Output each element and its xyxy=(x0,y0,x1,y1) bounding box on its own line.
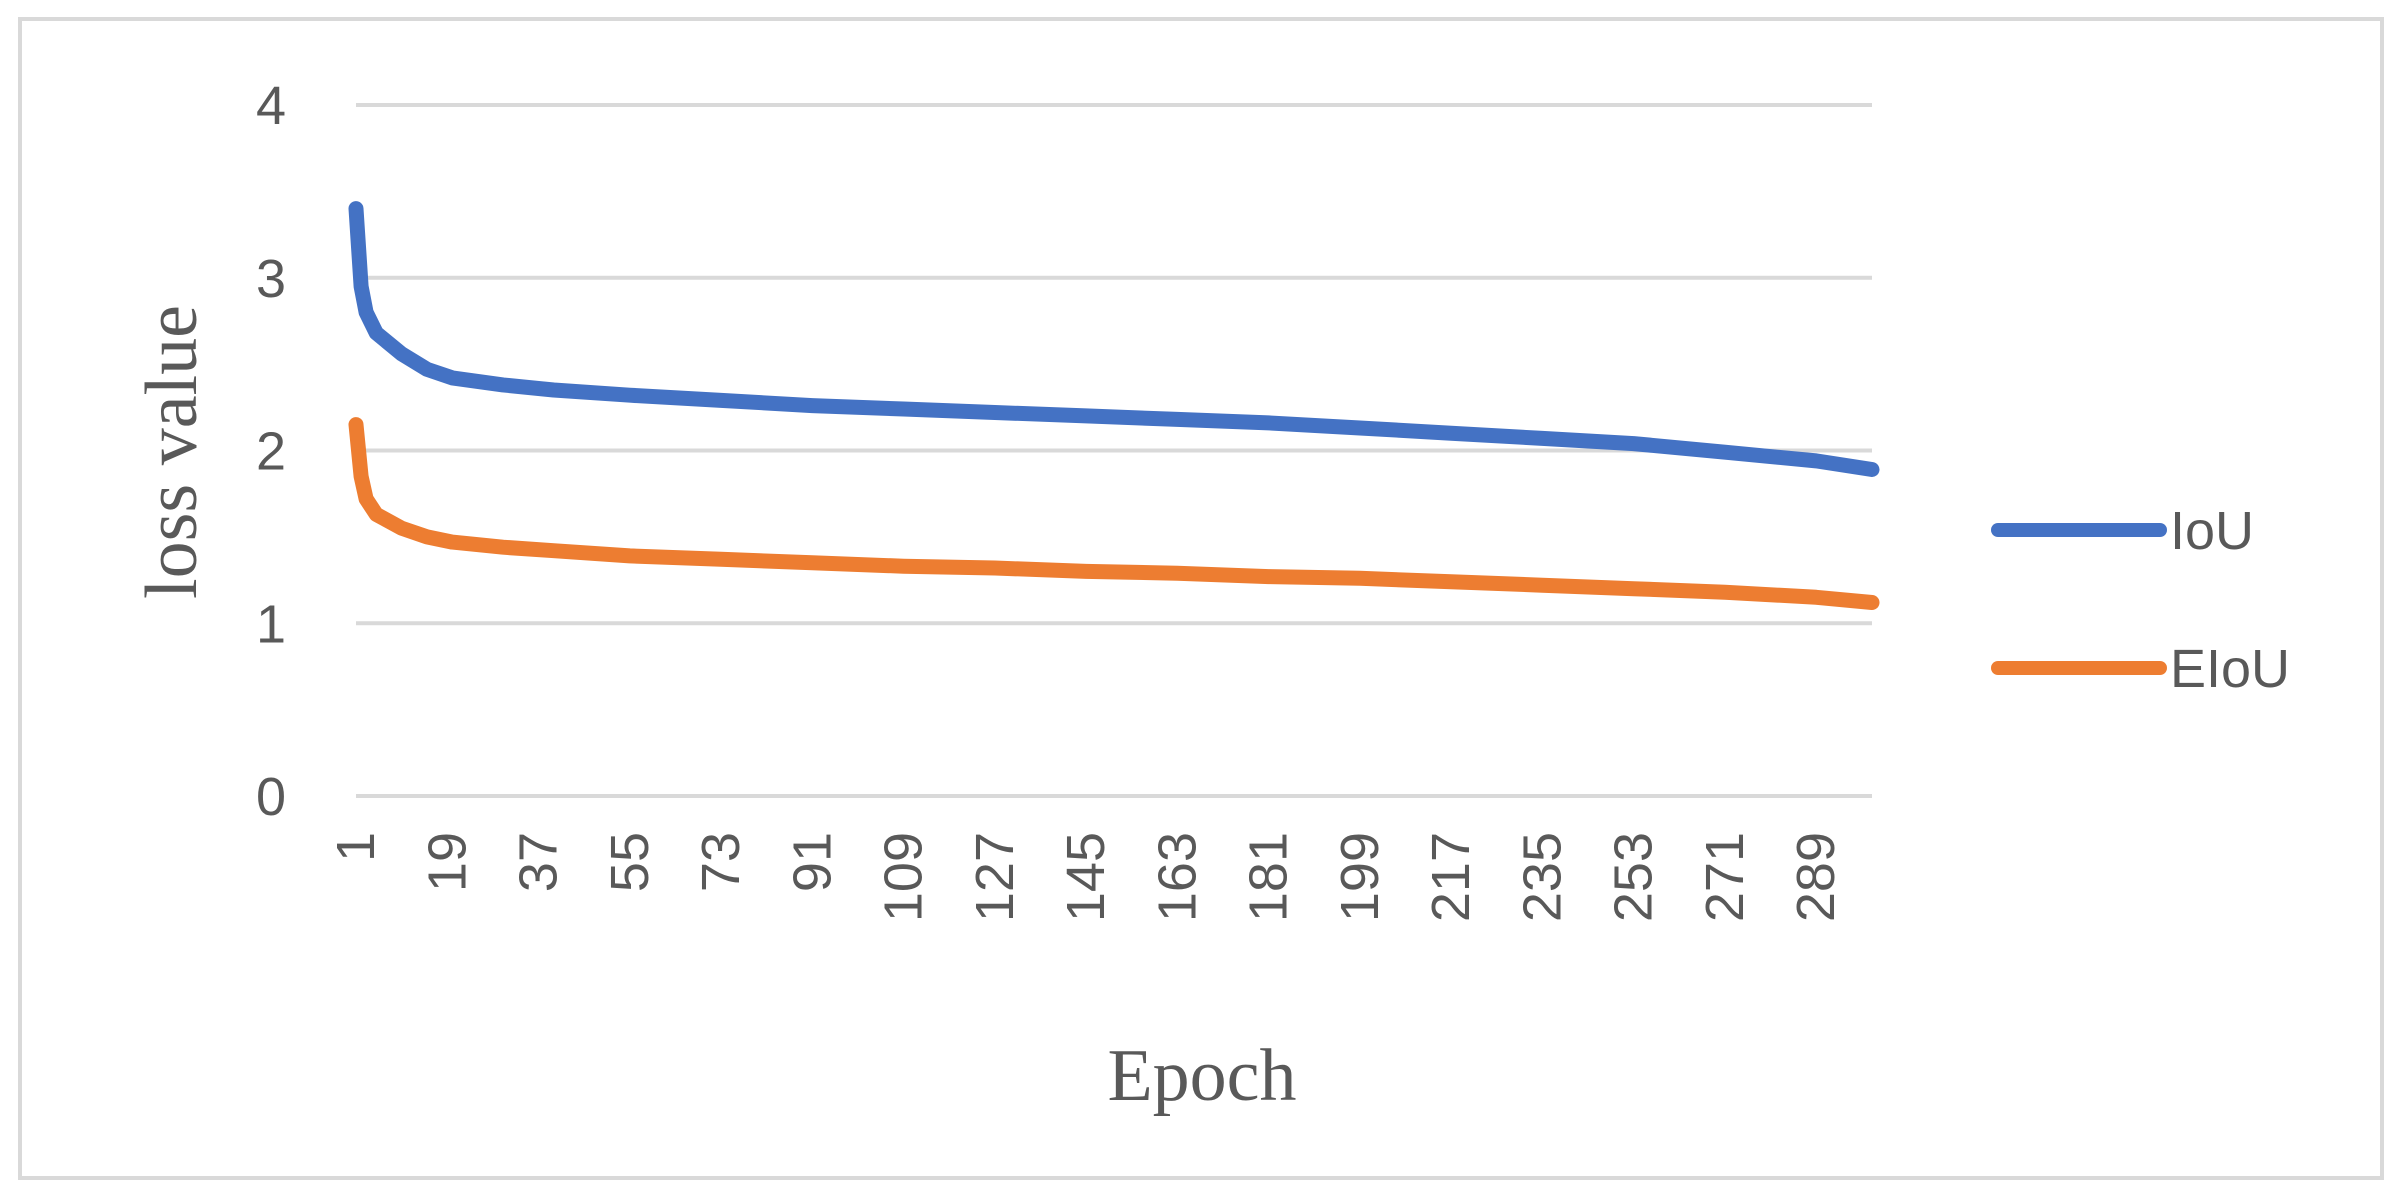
x-tick-label: 55 xyxy=(600,832,660,892)
gridlines xyxy=(356,103,1872,798)
legend: IoU EIoU xyxy=(1991,501,2290,699)
y-tick-label: 2 xyxy=(256,422,286,482)
x-axis-title: Epoch xyxy=(1107,1035,1296,1117)
legend-label-eiou: EIoU xyxy=(2170,639,2290,699)
x-tick-label: 91 xyxy=(782,832,842,892)
x-tick-label: 163 xyxy=(1147,832,1207,922)
legend-label-iou: IoU xyxy=(2170,501,2254,561)
x-tick-label: 235 xyxy=(1512,832,1572,922)
y-tick-label: 1 xyxy=(256,594,286,654)
y-tick-labels: 0 1 2 3 4 xyxy=(256,76,286,827)
y-axis-title: loss value xyxy=(131,305,213,599)
series-lines xyxy=(348,201,1880,610)
x-tick-label: 199 xyxy=(1330,832,1390,922)
x-tick-label: 271 xyxy=(1695,832,1755,922)
x-tick-label: 217 xyxy=(1421,832,1481,922)
series-line-iou xyxy=(348,201,1880,477)
x-tick-label: 181 xyxy=(1239,832,1299,922)
x-tick-label: 73 xyxy=(691,832,751,892)
x-tick-label: 109 xyxy=(874,832,934,922)
x-tick-label: 37 xyxy=(509,832,569,892)
x-tick-label: 145 xyxy=(1056,832,1116,922)
x-tick-label: 1 xyxy=(326,832,386,862)
x-tick-label: 289 xyxy=(1786,832,1846,922)
series-line-eiou xyxy=(348,417,1880,610)
chart-frame xyxy=(18,17,2384,1180)
x-tick-label: 19 xyxy=(417,832,477,892)
x-tick-label: 253 xyxy=(1604,832,1664,922)
y-tick-label: 3 xyxy=(256,249,286,309)
x-tick-labels: 1 19 37 55 73 91 109 127 145 163 181 199 217 235 253 27… xyxy=(326,832,1846,922)
y-tick-label: 4 xyxy=(256,76,286,136)
x-tick-label: 127 xyxy=(965,832,1025,922)
y-tick-label: 0 xyxy=(256,767,286,827)
